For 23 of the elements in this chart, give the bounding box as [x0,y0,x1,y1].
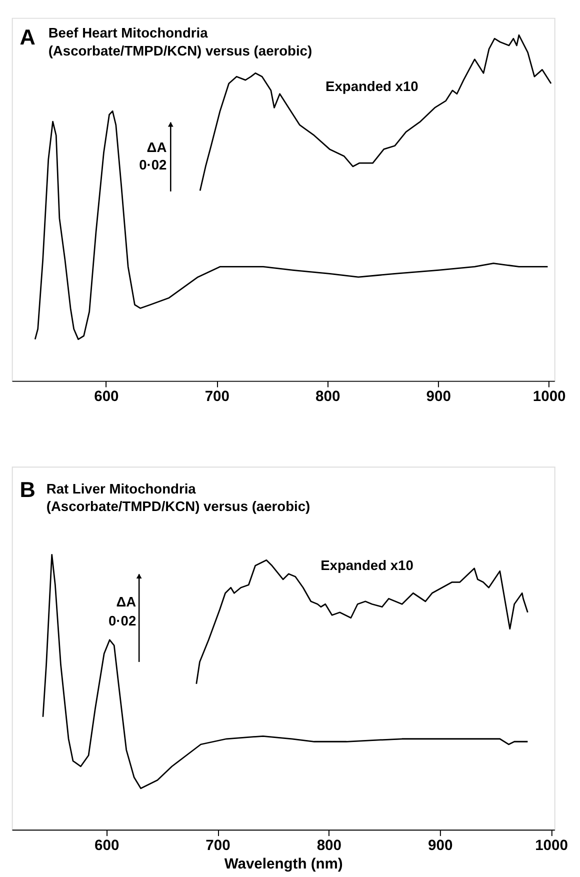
series-label: Expanded x10 [320,558,414,574]
chart-subtitle: (Ascorbate/TMPD/KCN) versus (aerobic) [46,499,310,514]
x-tick-label: 1000 [532,389,566,406]
series-label: Expanded x10 [326,78,419,94]
x-tick-label: 700 [206,838,230,854]
chart-title: Beef Heart Mitochondria [48,26,208,41]
x-tick-label: 900 [428,838,453,854]
x-tick-label: 800 [316,389,340,406]
annotation: 0·02 [108,613,136,628]
x-axis-title: Wavelength (nm) [224,856,343,873]
x-tick-label: 600 [94,838,120,854]
annotation: 0·02 [139,158,168,173]
annotation: A [20,24,36,50]
annotation: ΔA [146,140,167,155]
text: (Ascorbate/TMPD/KCN) versus (aerobic) [48,43,312,58]
x-tick-label: 700 [204,389,230,406]
x-tick-label: 900 [426,389,451,406]
x-tick-label: 800 [316,838,342,854]
chart-title: Rat Liver Mitochondria [46,481,196,496]
annotation: ΔA [116,594,136,610]
x-tick-label: 1000 [535,838,568,854]
text: B [20,477,36,502]
x-tick-label: 600 [94,389,119,406]
